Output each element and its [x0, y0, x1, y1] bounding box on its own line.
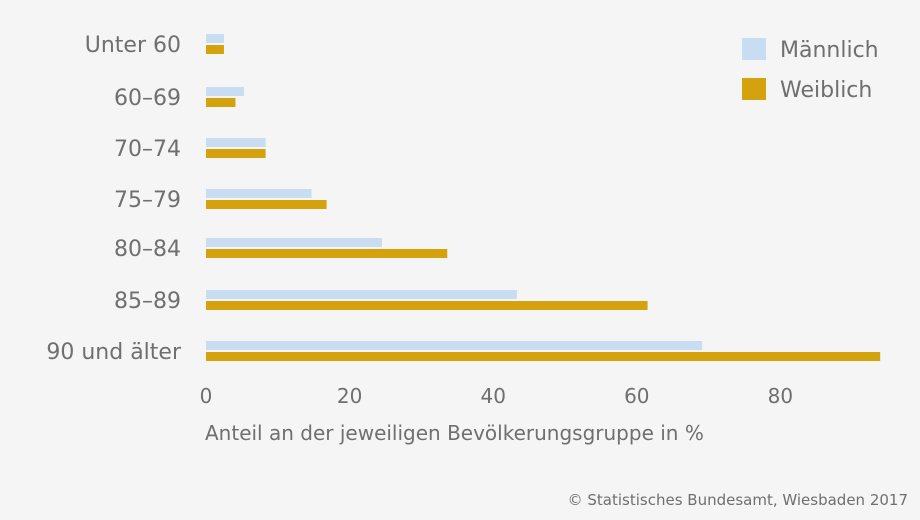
bar-maennlich: [206, 87, 245, 96]
x-tick-label: 80: [768, 384, 793, 408]
legend-swatch-maennlich: [742, 38, 766, 60]
legend-swatch-weiblich: [742, 78, 766, 100]
bar-maennlich: [206, 341, 703, 350]
category-labels: Unter 60 60–69 70–74 75–79 80–84 85–89 90 und …: [46, 33, 182, 365]
x-tick-label: 0: [200, 384, 213, 408]
category-label: 75–79: [114, 188, 181, 213]
category-label: 80–84: [114, 237, 181, 262]
bar-weiblich: [206, 98, 236, 107]
category-label: 85–89: [114, 289, 181, 314]
x-tick-label: 40: [480, 384, 505, 408]
legend: Männlich Weiblich: [742, 38, 879, 103]
bar-maennlich: [206, 189, 312, 198]
category-label: 90 und älter: [46, 340, 182, 365]
bar-weiblich: [206, 149, 266, 158]
category-label: 60–69: [114, 86, 181, 111]
bar-maennlich: [206, 290, 517, 299]
x-tick-labels: 0 20 40 60 80: [200, 384, 793, 408]
bar-weiblich: [206, 249, 448, 258]
category-label: Unter 60: [85, 33, 181, 58]
bar-weiblich: [206, 301, 648, 310]
source-note: © Statistisches Bundesamt, Wiesbaden 201…: [568, 491, 908, 509]
category-label: 70–74: [114, 137, 181, 162]
x-axis-title: Anteil an der jeweiligen Bevölkerungsgru…: [205, 421, 704, 445]
x-tick-label: 20: [337, 384, 362, 408]
bars: [206, 34, 881, 361]
bar-weiblich: [206, 200, 327, 209]
x-tick-label: 60: [624, 384, 649, 408]
bar-maennlich: [206, 138, 266, 147]
bar-maennlich: [206, 34, 224, 43]
legend-label-maennlich: Männlich: [780, 38, 879, 63]
bar-maennlich: [206, 238, 382, 247]
legend-label-weiblich: Weiblich: [780, 78, 872, 103]
bar-weiblich: [206, 352, 881, 361]
bar-weiblich: [206, 45, 224, 54]
